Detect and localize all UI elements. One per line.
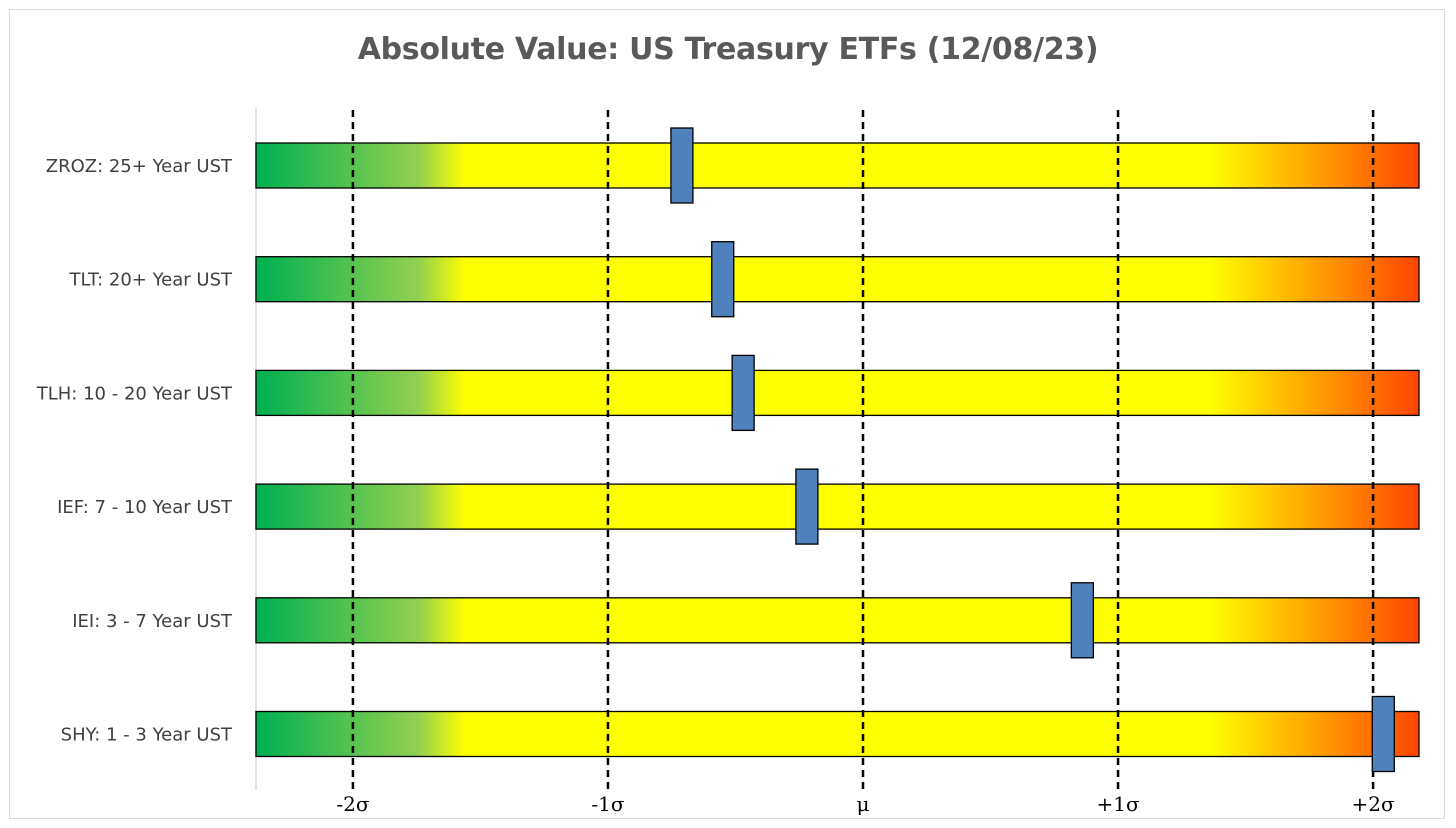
range-bar [255, 256, 1420, 303]
x-tick-label: μ [857, 792, 870, 816]
chart-frame [9, 9, 1445, 819]
value-marker [670, 127, 694, 204]
x-tick-label: -2σ [336, 792, 369, 816]
value-marker [731, 354, 755, 432]
range-bar [255, 369, 1420, 417]
category-label: ZROZ: 25+ Year UST [46, 156, 233, 177]
category-label: IEF: 7 - 10 Year UST [57, 497, 233, 518]
range-bar [255, 597, 1420, 644]
value-marker [1371, 695, 1395, 773]
x-tick-label: +1σ [1096, 792, 1139, 816]
x-tick-label: -1σ [591, 792, 624, 816]
value-marker [1070, 582, 1094, 659]
range-bar [255, 483, 1420, 530]
category-label: TLT: 20+ Year UST [69, 270, 233, 291]
range-bar [255, 710, 1420, 758]
category-label: TLH: 10 - 20 Year UST [36, 383, 233, 404]
x-tick-label: +2σ [1352, 792, 1395, 816]
category-label: IEI: 3 - 7 Year UST [72, 611, 233, 632]
value-marker [795, 468, 819, 545]
value-marker [711, 241, 735, 318]
range-bar [255, 142, 1420, 189]
category-label: SHY: 1 - 3 Year UST [61, 725, 233, 746]
chart-title: Absolute Value: US Treasury ETFs (12/08/… [357, 32, 1099, 67]
